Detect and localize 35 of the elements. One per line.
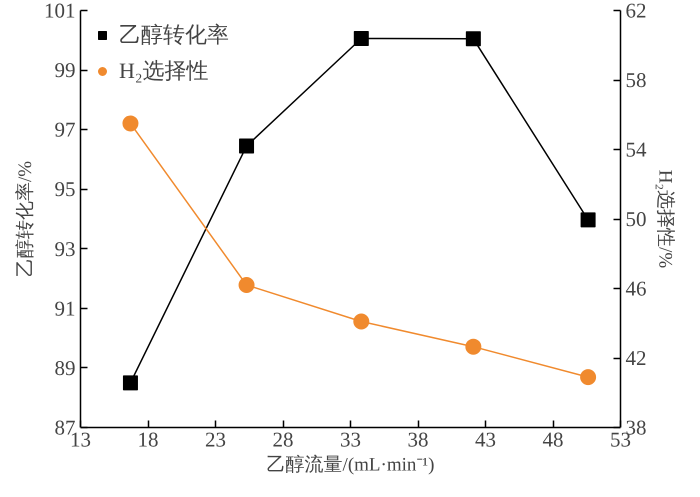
point [466, 31, 481, 46]
y2-tick-label: 50 [626, 207, 646, 231]
point [239, 138, 254, 154]
point [353, 314, 370, 330]
y-axis-title: 乙醇转化率/% [14, 160, 36, 278]
y2-tick-label: 42 [626, 346, 646, 370]
x-tick-label: 38 [408, 428, 428, 452]
y2-tick-label: 54 [626, 138, 647, 162]
x-tick-label: 43 [475, 428, 496, 452]
x-tick-label: 48 [542, 428, 564, 452]
x-tick-label: 18 [138, 428, 158, 452]
point [122, 115, 138, 132]
point [238, 277, 255, 294]
x-tick-label: 28 [272, 428, 294, 452]
y-tick-label: 93 [54, 236, 76, 261]
y-tick-label: 99 [54, 58, 76, 82]
x-tick-label: 33 [340, 428, 361, 452]
point [580, 369, 596, 386]
y-tick-label: 97 [54, 118, 76, 142]
legend-label: H₂选择性 [119, 57, 209, 85]
x-axis-title: 乙醇流量/(mL·min⁻¹) [266, 454, 434, 476]
y-tick-label: 89 [54, 356, 76, 380]
y2-tick-label: 62 [626, 0, 646, 22]
y-tick-label: 101 [44, 0, 76, 22]
y2-axis-title: H₂选择性/% [654, 170, 676, 268]
y-tick-label: 91 [54, 296, 76, 320]
point [354, 31, 369, 46]
point [465, 338, 482, 355]
point [122, 375, 138, 390]
point [580, 212, 596, 228]
y-tick-label: 95 [54, 177, 76, 202]
legend-label: 乙醇转化率 [119, 21, 229, 49]
x-tick-label: 23 [205, 428, 226, 452]
y2-tick-label: 46 [626, 276, 646, 300]
y2-tick-label: 58 [626, 68, 646, 92]
